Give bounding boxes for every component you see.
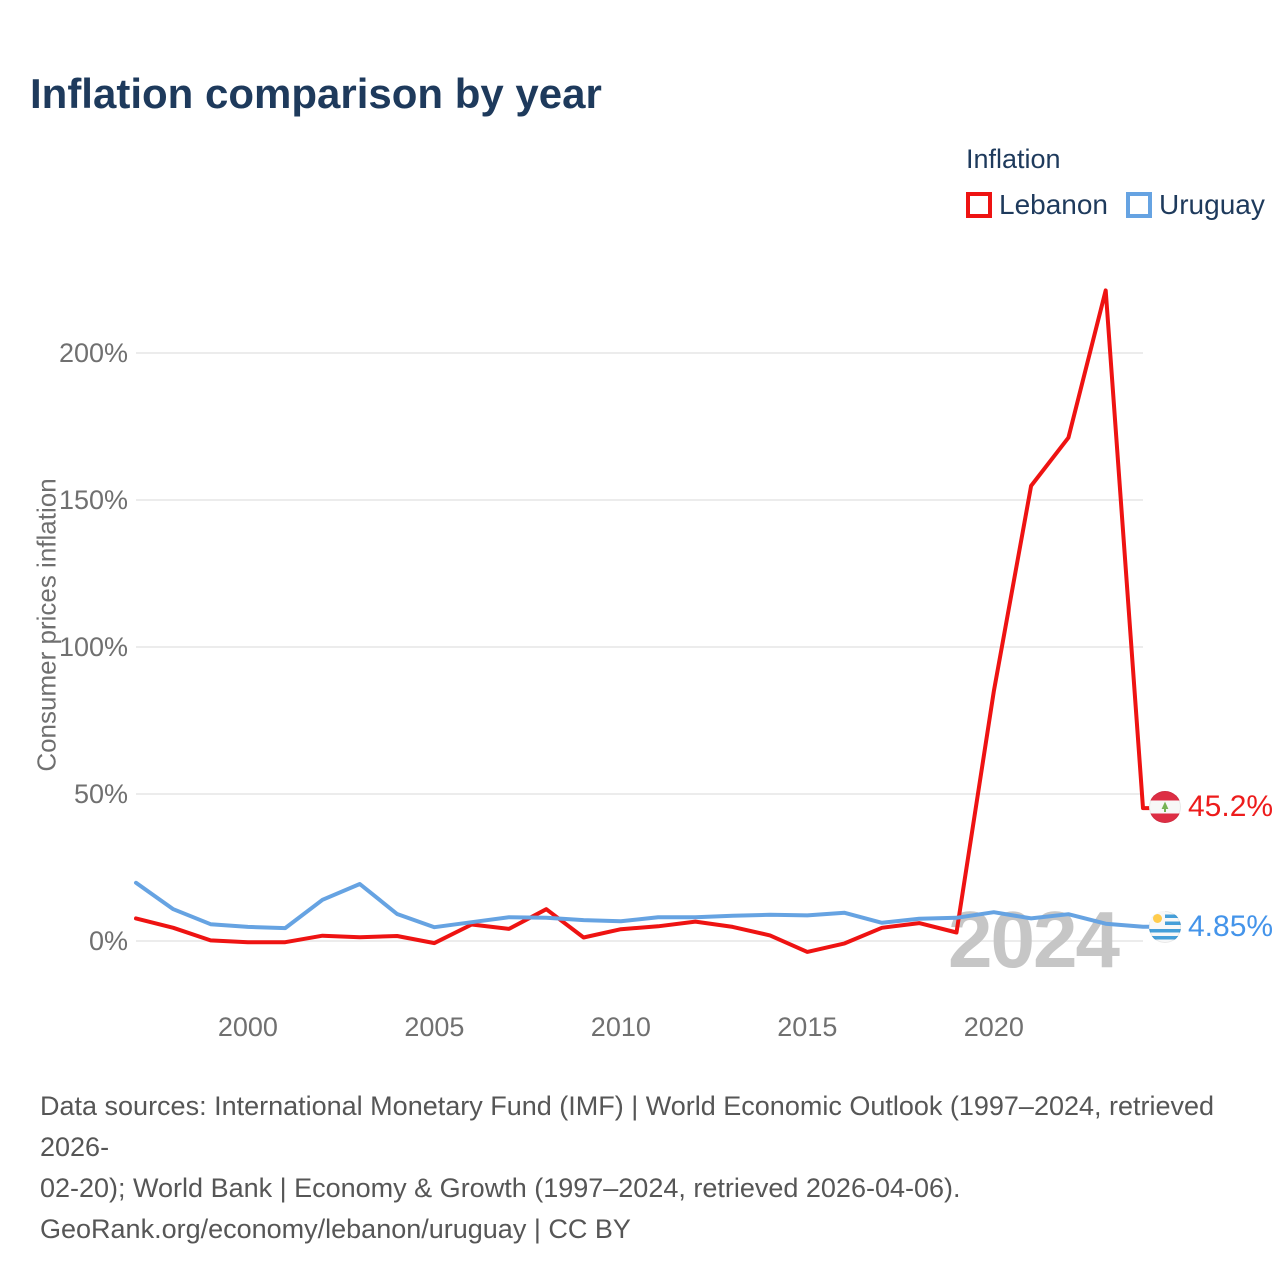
gridlines — [136, 352, 1143, 942]
y-tick-label: 0% — [88, 925, 128, 956]
uruguay-end-label: 4.85% — [1149, 910, 1273, 944]
uruguay-series-swatch-icon — [1126, 192, 1153, 218]
uruguay-flag-icon — [1149, 911, 1181, 943]
lebanon-series-swatch-icon — [966, 192, 992, 218]
page-title: Inflation comparison by year — [30, 70, 602, 117]
x-tick-label: 2010 — [590, 1012, 651, 1042]
x-tick-label: 2015 — [777, 1012, 838, 1042]
footer-line: 02-20); World Bank | Economy & Growth (1… — [40, 1173, 961, 1203]
watermark: 2024 — [948, 895, 1120, 984]
footer-attribution: GeoRank.org/economy/lebanon/uruguay | CC… — [40, 1214, 631, 1244]
legend: Inflation Lebanon Uruguay — [966, 144, 1265, 221]
lebanon-latest-value: 45.2% — [1188, 790, 1274, 823]
lebanon-flag-icon — [1149, 791, 1181, 823]
y-tick-label: 200% — [58, 337, 128, 368]
x-tick-label: 2005 — [404, 1012, 465, 1042]
uruguay-latest-value: 4.85% — [1188, 910, 1274, 943]
y-tick-label: 100% — [58, 631, 128, 662]
legend-item-label: Uruguay — [1159, 189, 1265, 220]
legend-title: Inflation — [966, 144, 1061, 174]
series-lines — [134, 288, 1154, 954]
footer-line: Data sources: International Monetary Fun… — [40, 1091, 1215, 1162]
x-tick-label: 2020 — [963, 1012, 1024, 1042]
legend-item-label: Lebanon — [999, 189, 1109, 220]
uruguay-line[interactable] — [134, 880, 1154, 931]
legend-item-uruguay[interactable]: Uruguay — [1126, 189, 1265, 221]
x-tick-label: 2000 — [217, 1012, 278, 1042]
lebanon-line[interactable] — [134, 288, 1154, 954]
y-tick-label: 50% — [73, 778, 128, 809]
legend-item-lebanon[interactable]: Lebanon — [966, 189, 1108, 221]
data-sources-footer: Data sources: International Monetary Fun… — [40, 1086, 1255, 1250]
lebanon-end-label: 45.2% — [1149, 790, 1273, 824]
y-tick-label: 150% — [58, 484, 128, 515]
